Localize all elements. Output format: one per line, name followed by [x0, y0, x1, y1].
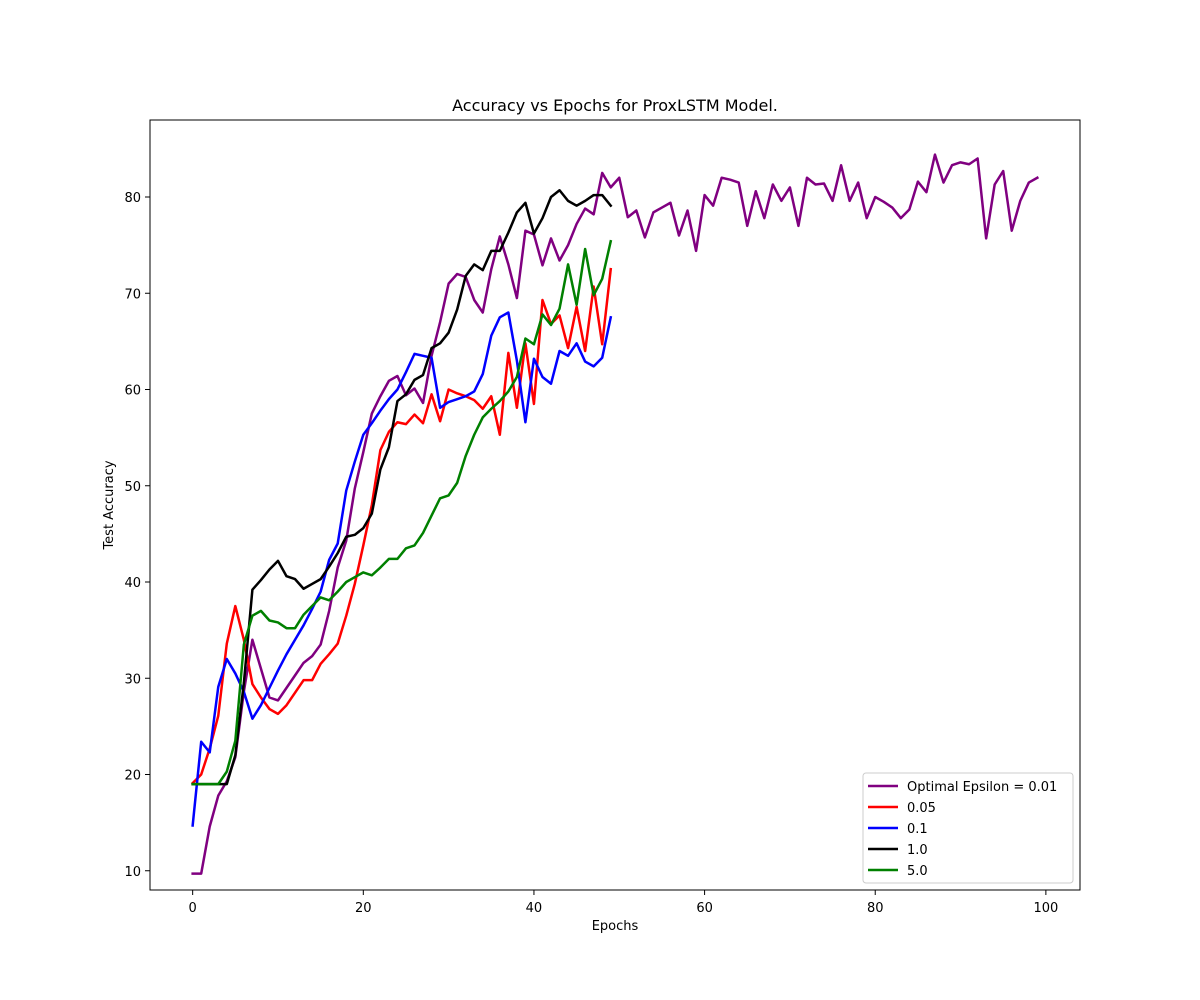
- y-tick-label: 10: [124, 865, 141, 880]
- y-tick-label: 20: [124, 769, 141, 784]
- y-tick-label: 40: [124, 576, 141, 591]
- x-tick-label: 80: [867, 901, 884, 916]
- x-axis: 0 20 40 60 80 100: [189, 890, 1058, 916]
- y-axis: 10 20 30 40 50 60 70 80: [124, 191, 150, 880]
- legend-label-4: 5.0: [907, 864, 928, 879]
- legend-box: [862, 772, 1074, 884]
- y-tick-label: 70: [124, 287, 141, 302]
- legend-label-3: 1.0: [907, 843, 928, 858]
- x-tick-label: 0: [189, 901, 197, 916]
- y-tick-label: 50: [124, 480, 141, 495]
- legend-label-0: Optimal Epsilon = 0.01: [907, 780, 1057, 795]
- series-line-2: [191, 311, 613, 827]
- y-tick-label: 80: [124, 191, 141, 206]
- series-line-4: [191, 239, 613, 786]
- x-tick-label: 40: [526, 901, 543, 916]
- chart-title: Accuracy vs Epochs for ProxLSTM Model.: [452, 96, 778, 115]
- legend-label-2: 0.1: [907, 822, 928, 837]
- series-line-3: [191, 189, 613, 786]
- y-axis-label: Test Accuracy: [102, 460, 117, 550]
- y-tick-label: 30: [124, 672, 141, 687]
- y-tick-label: 60: [124, 384, 141, 399]
- series-line-0: [191, 153, 1040, 875]
- x-tick-label: 100: [1033, 901, 1058, 916]
- plot-frame: [149, 119, 1081, 891]
- series-layer: [190, 153, 1040, 875]
- x-tick-label: 20: [355, 901, 372, 916]
- legend-label-1: 0.05: [907, 801, 936, 816]
- legend: Optimal Epsilon = 0.01 0.05 0.1 1.0 5.0: [862, 772, 1074, 884]
- x-axis-label: Epochs: [592, 919, 639, 934]
- x-tick-label: 60: [696, 901, 713, 916]
